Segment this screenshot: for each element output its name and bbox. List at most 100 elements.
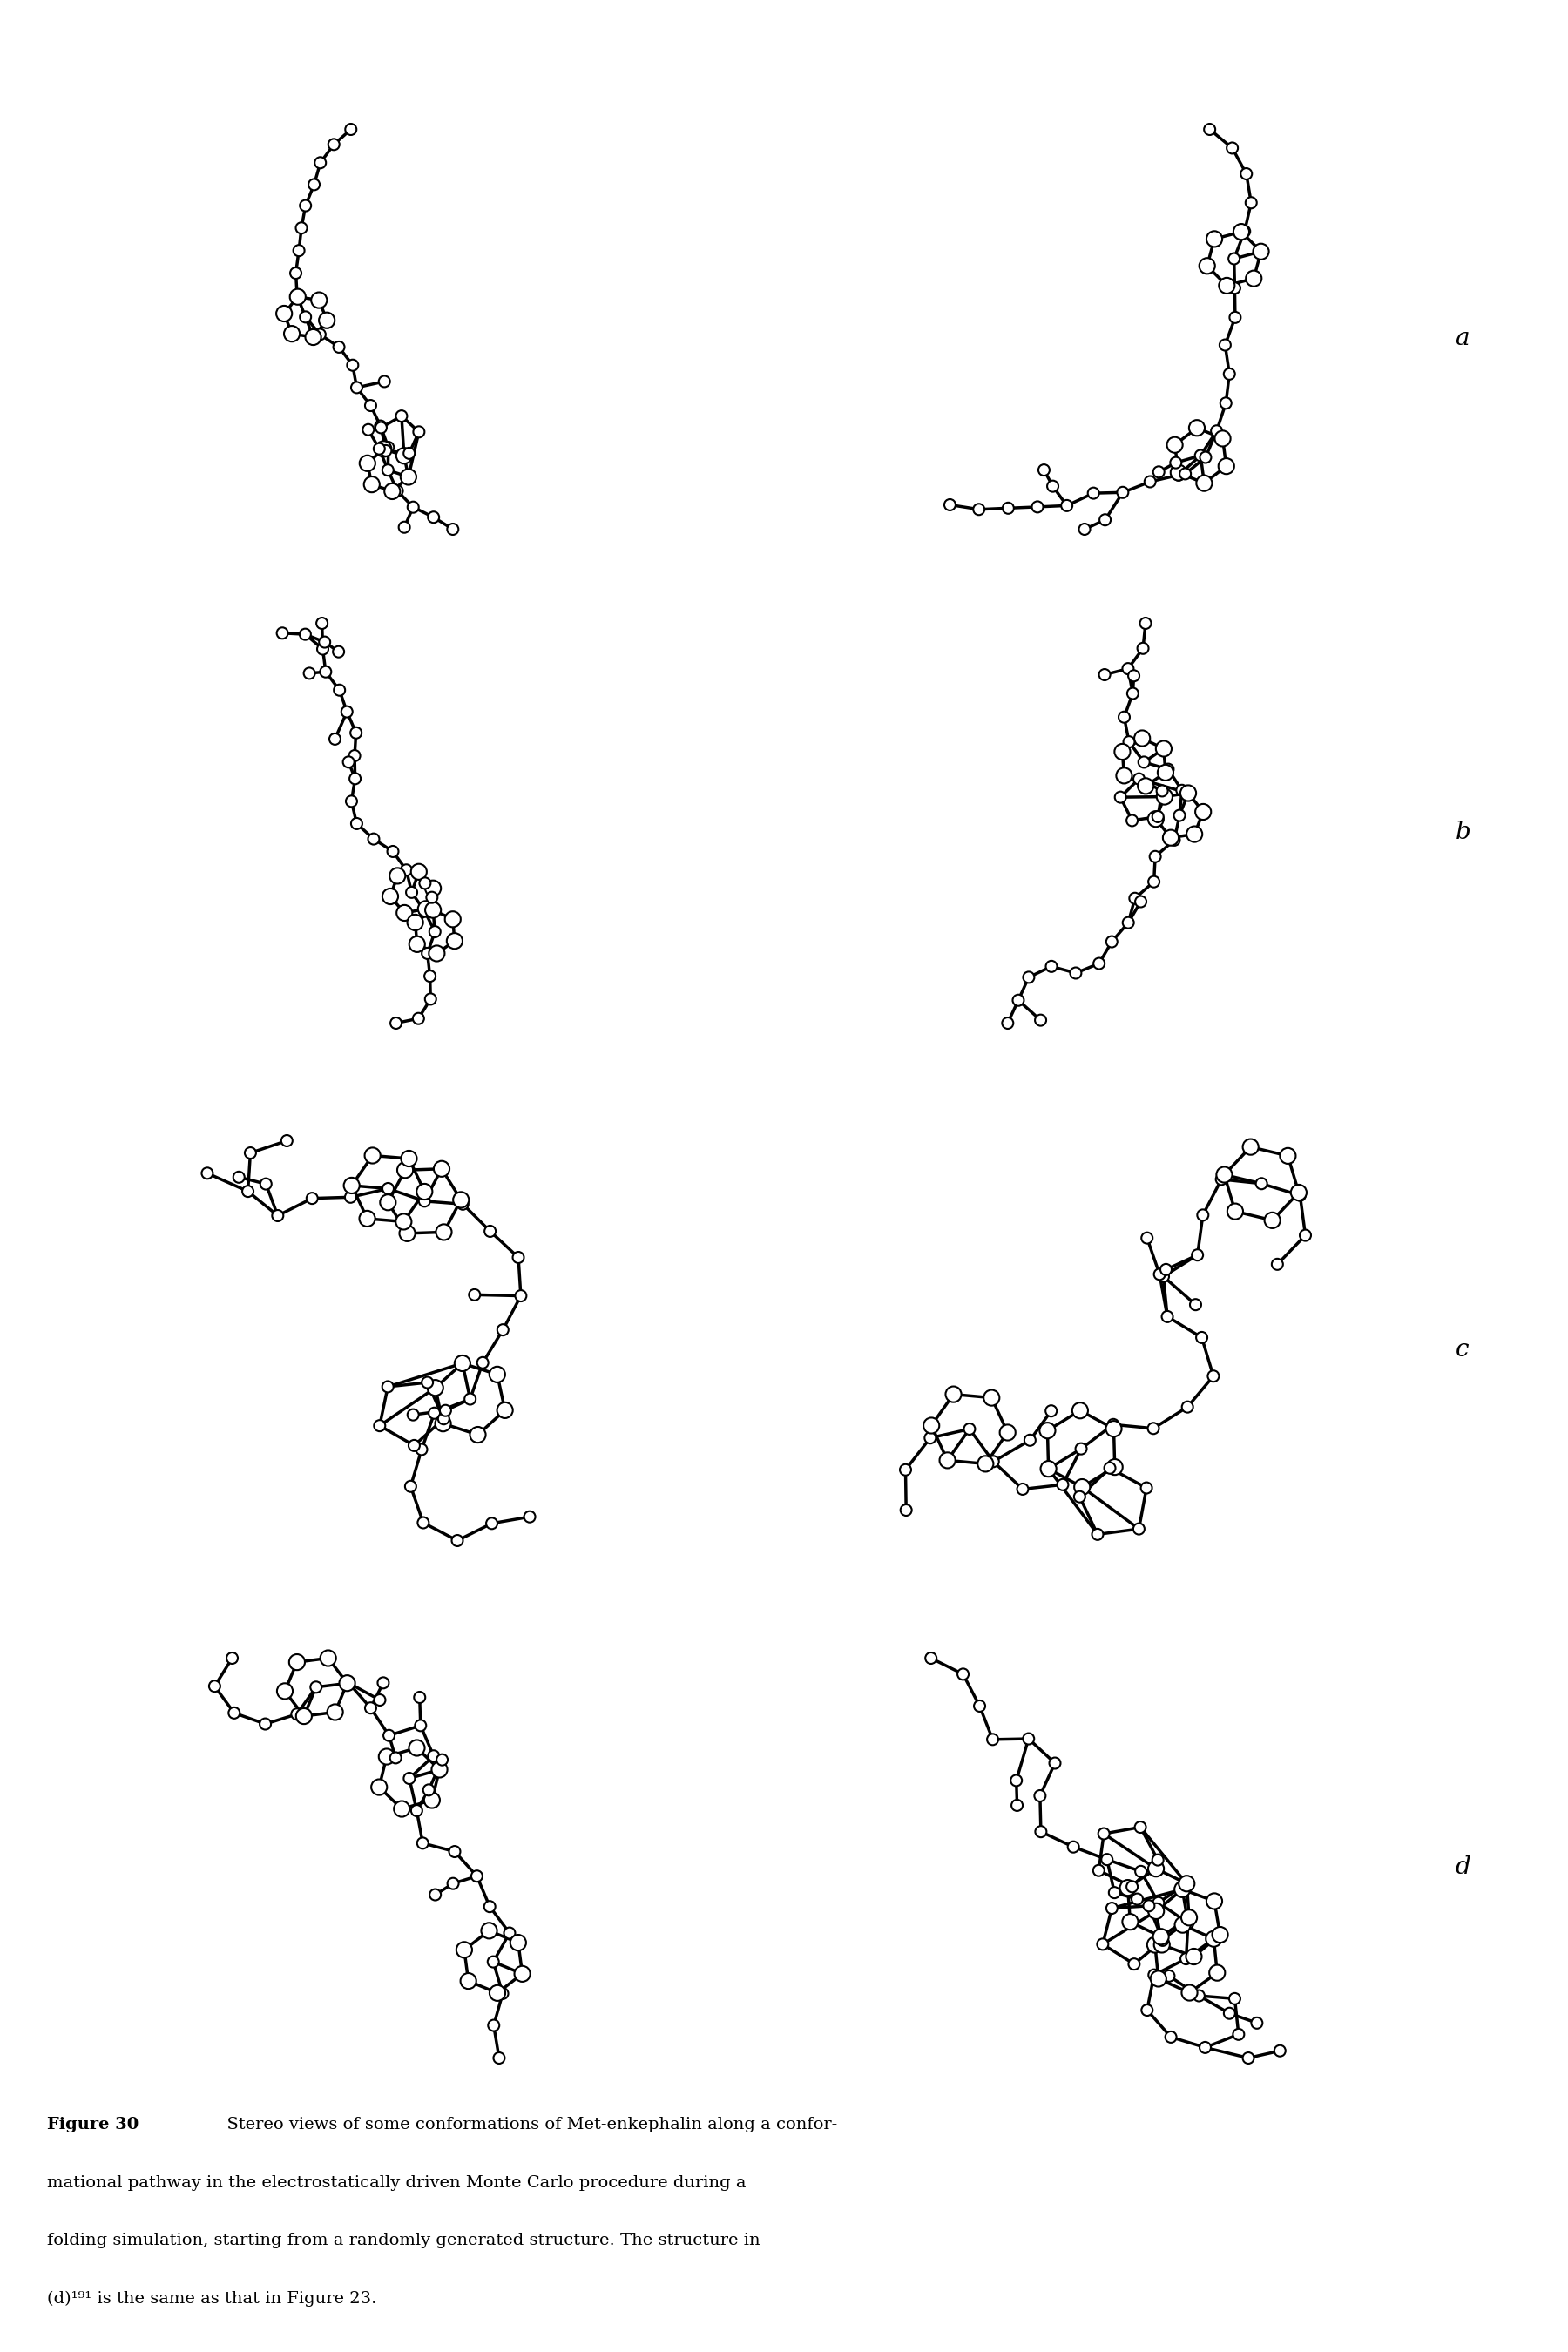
- Circle shape: [328, 1705, 343, 1719]
- Circle shape: [1074, 1491, 1085, 1503]
- Circle shape: [1189, 421, 1204, 435]
- Circle shape: [1218, 459, 1234, 475]
- Circle shape: [1046, 1404, 1057, 1416]
- Circle shape: [1162, 1310, 1173, 1322]
- Circle shape: [260, 1178, 271, 1190]
- Circle shape: [314, 329, 326, 341]
- Circle shape: [425, 971, 436, 981]
- Circle shape: [447, 524, 458, 534]
- Circle shape: [1148, 811, 1163, 828]
- Circle shape: [390, 1018, 401, 1028]
- Circle shape: [1181, 1910, 1196, 1926]
- Circle shape: [289, 1653, 304, 1670]
- Circle shape: [383, 1183, 394, 1195]
- Circle shape: [1148, 1903, 1163, 1919]
- Circle shape: [1220, 339, 1231, 350]
- Circle shape: [1275, 2046, 1286, 2056]
- Circle shape: [1140, 619, 1151, 628]
- Circle shape: [1190, 1298, 1201, 1310]
- Circle shape: [350, 774, 361, 783]
- Circle shape: [1174, 1882, 1190, 1898]
- Circle shape: [1041, 1461, 1057, 1477]
- Circle shape: [362, 423, 373, 435]
- Circle shape: [458, 1200, 469, 1209]
- Circle shape: [345, 125, 356, 134]
- Circle shape: [1151, 1971, 1167, 1987]
- Circle shape: [405, 1482, 416, 1491]
- Circle shape: [1163, 1971, 1174, 1983]
- Circle shape: [1123, 736, 1135, 748]
- Circle shape: [485, 1900, 495, 1912]
- Circle shape: [1068, 1842, 1079, 1853]
- Circle shape: [343, 1178, 359, 1192]
- Circle shape: [436, 1755, 448, 1766]
- Circle shape: [510, 1936, 527, 1950]
- Circle shape: [1142, 1482, 1152, 1494]
- Circle shape: [1195, 804, 1210, 821]
- Circle shape: [1123, 917, 1134, 929]
- Circle shape: [409, 936, 425, 953]
- Circle shape: [397, 906, 412, 920]
- Circle shape: [939, 1454, 955, 1468]
- Circle shape: [422, 948, 433, 960]
- Circle shape: [409, 1439, 420, 1451]
- Circle shape: [1002, 1018, 1013, 1028]
- Circle shape: [1093, 1865, 1104, 1877]
- Circle shape: [1091, 1529, 1104, 1541]
- Circle shape: [1245, 198, 1258, 209]
- Circle shape: [1182, 1985, 1198, 2002]
- Circle shape: [408, 1409, 419, 1421]
- Circle shape: [1143, 1900, 1154, 1912]
- Circle shape: [1148, 1423, 1159, 1435]
- Text: Figure 30: Figure 30: [47, 2117, 138, 2133]
- Circle shape: [900, 1465, 911, 1475]
- Circle shape: [1035, 1014, 1046, 1025]
- Circle shape: [1152, 811, 1163, 823]
- Circle shape: [317, 644, 328, 654]
- Circle shape: [416, 1444, 426, 1456]
- Circle shape: [1200, 2042, 1210, 2053]
- Circle shape: [241, 1185, 254, 1197]
- Circle shape: [1206, 1931, 1221, 1947]
- Circle shape: [1002, 503, 1014, 513]
- Circle shape: [229, 1708, 240, 1719]
- Circle shape: [395, 409, 408, 421]
- Circle shape: [1290, 1185, 1306, 1200]
- Circle shape: [406, 887, 417, 898]
- Circle shape: [1179, 468, 1192, 480]
- Circle shape: [1243, 1138, 1259, 1155]
- Circle shape: [1212, 1926, 1228, 1943]
- Circle shape: [383, 889, 398, 903]
- Circle shape: [1154, 1936, 1170, 1952]
- Circle shape: [403, 1773, 416, 1785]
- Circle shape: [485, 1225, 495, 1237]
- Circle shape: [347, 360, 359, 372]
- Circle shape: [1107, 1458, 1123, 1475]
- Circle shape: [1076, 1444, 1087, 1454]
- Circle shape: [419, 901, 434, 917]
- Circle shape: [304, 668, 315, 680]
- Circle shape: [497, 1324, 508, 1336]
- Circle shape: [394, 1802, 409, 1816]
- Circle shape: [296, 1708, 312, 1724]
- Circle shape: [958, 1668, 969, 1679]
- Circle shape: [1195, 449, 1206, 461]
- Circle shape: [1099, 668, 1110, 680]
- Circle shape: [1168, 835, 1181, 847]
- Circle shape: [1057, 1479, 1068, 1491]
- Circle shape: [1206, 1893, 1221, 1910]
- Circle shape: [1264, 1211, 1281, 1228]
- Circle shape: [387, 847, 398, 856]
- Text: folding simulation, starting from a randomly generated structure. The structure : folding simulation, starting from a rand…: [47, 2232, 760, 2249]
- Circle shape: [1272, 1258, 1283, 1270]
- Circle shape: [409, 1740, 425, 1757]
- Circle shape: [1228, 254, 1240, 263]
- Circle shape: [423, 1785, 434, 1795]
- Circle shape: [1220, 397, 1231, 409]
- Circle shape: [372, 1778, 387, 1795]
- Circle shape: [202, 1167, 213, 1178]
- Circle shape: [453, 1192, 469, 1209]
- Circle shape: [447, 934, 463, 948]
- Circle shape: [900, 1505, 911, 1515]
- Text: a: a: [1455, 327, 1469, 350]
